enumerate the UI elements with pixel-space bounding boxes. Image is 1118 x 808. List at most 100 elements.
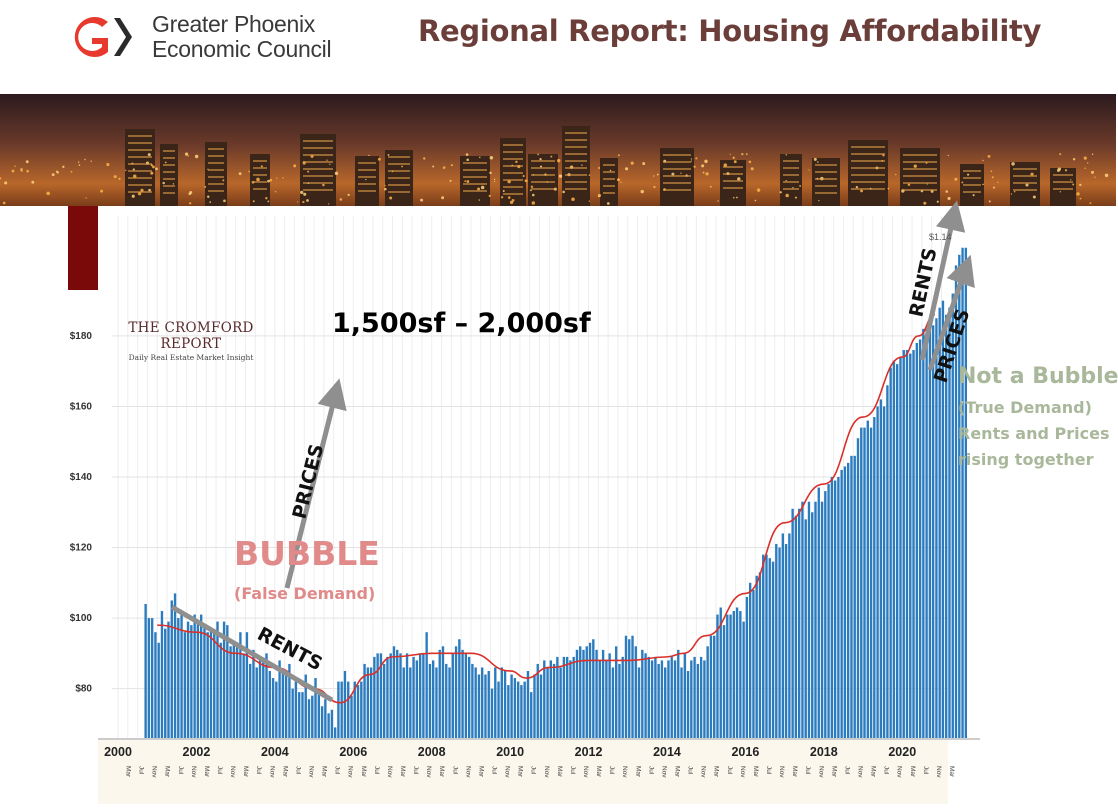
building-window-row <box>503 179 523 181</box>
building-window-row <box>358 162 376 164</box>
city-light <box>947 196 951 201</box>
gpec-logo <box>74 17 132 58</box>
rent-bar <box>902 350 905 738</box>
city-light <box>21 170 23 172</box>
rent-bar <box>382 663 386 738</box>
city-light <box>300 190 304 194</box>
rent-bar <box>582 649 585 738</box>
city-light <box>1059 191 1062 193</box>
city-light <box>488 194 491 198</box>
city-light <box>238 172 242 176</box>
building-window-row <box>663 154 691 156</box>
rent-bar <box>196 621 200 738</box>
building-window-row <box>503 172 523 174</box>
city-light <box>194 154 199 159</box>
rent-bar <box>605 660 608 738</box>
building-window-row <box>603 178 615 180</box>
city-light <box>887 187 890 190</box>
rent-bar <box>435 667 438 738</box>
building-window-row <box>663 161 691 163</box>
rent-bar <box>860 427 863 738</box>
x-month-label: Mar <box>634 766 641 778</box>
city-light <box>817 161 819 163</box>
rent-bar <box>886 385 889 738</box>
building-window-row <box>663 189 691 191</box>
city-light <box>705 172 709 176</box>
rent-bar <box>624 635 628 738</box>
city-light <box>1083 156 1087 160</box>
rent-bar <box>778 547 781 738</box>
city-light <box>779 191 782 194</box>
rent-bar <box>432 660 435 738</box>
not-bubble-sublabel-2: Rents and Prices <box>958 424 1110 443</box>
city-light <box>150 171 154 175</box>
building-window-row <box>208 162 224 164</box>
building-window-row <box>388 184 410 186</box>
rent-bar <box>497 681 500 738</box>
city-light <box>90 160 92 162</box>
rent-bars <box>144 247 968 739</box>
building-window-row <box>253 160 267 162</box>
building-window-row <box>815 171 837 173</box>
city-light <box>11 169 15 173</box>
rent-bar <box>150 618 154 738</box>
x-month-label: Mar <box>948 766 955 778</box>
rent-bar <box>781 533 785 738</box>
x-month-label: Jul <box>569 766 576 775</box>
city-light <box>1056 169 1060 172</box>
building-window-row <box>531 167 555 169</box>
city-light <box>1025 183 1029 187</box>
rent-bar <box>284 674 288 738</box>
city-light <box>653 185 656 189</box>
city-light <box>671 172 675 176</box>
city-light <box>432 165 435 168</box>
city-light <box>442 166 446 169</box>
rent-bar <box>533 674 536 738</box>
building-window-row <box>128 177 152 179</box>
building-window-row <box>303 147 333 149</box>
building-window-row <box>253 188 267 190</box>
building-window-row <box>723 180 743 182</box>
city-light <box>204 185 207 188</box>
rent-bar <box>298 692 301 738</box>
rent-bar <box>696 663 700 738</box>
x-month-label: Mar <box>242 766 249 778</box>
city-light <box>46 191 50 196</box>
city-light <box>997 181 999 184</box>
city-light <box>368 154 370 157</box>
rent-bar <box>209 628 213 738</box>
rent-bar <box>245 632 249 738</box>
building-window-row <box>531 174 555 176</box>
rent-bar <box>683 653 686 738</box>
x-month-label: Mar <box>438 766 445 778</box>
rent-bar <box>167 621 170 738</box>
rent-bar <box>144 603 147 738</box>
x-month-label: Mar <box>360 766 367 778</box>
city-light <box>389 196 393 200</box>
y-axis: $80 $100 $120 $140 $160 $180 <box>70 331 93 695</box>
x-axis-years: 2000 2002 2004 2006 2008 2010 2012 2014 2016 2018… <box>98 738 980 759</box>
city-light <box>550 155 553 158</box>
x-year-label: 2004 <box>261 745 289 759</box>
rent-bar <box>376 653 379 738</box>
rent-bar <box>922 328 925 738</box>
city-light <box>0 177 2 180</box>
city-light <box>588 174 591 176</box>
building-window-row <box>128 135 152 137</box>
rent-bar <box>964 247 968 739</box>
city-light <box>4 181 8 185</box>
building-window-row <box>303 189 333 191</box>
city-light <box>293 164 297 168</box>
city-light <box>693 165 696 168</box>
rent-bar <box>889 367 892 738</box>
building-window-row <box>253 181 267 183</box>
building-window-row <box>163 185 175 187</box>
rent-bar <box>755 575 758 738</box>
city-light <box>113 175 117 179</box>
org-name-line1: Greater Phoenix <box>152 11 315 37</box>
rent-bar <box>690 660 693 738</box>
building-window-row <box>903 161 937 163</box>
skyline-building <box>355 156 379 206</box>
building-window-row <box>565 174 587 176</box>
rent-bar <box>847 462 850 738</box>
